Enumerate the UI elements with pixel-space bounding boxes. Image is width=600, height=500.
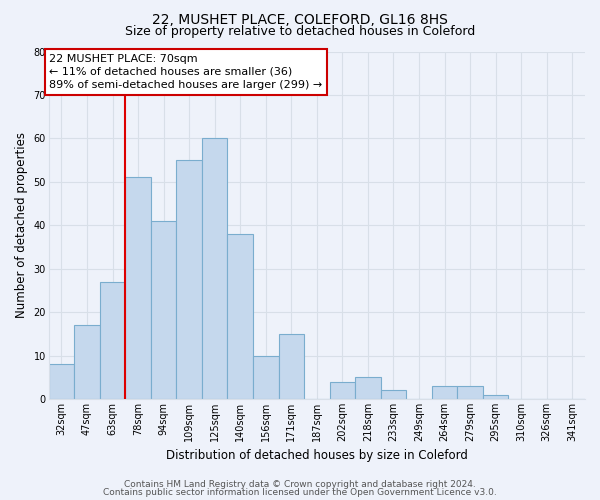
Bar xyxy=(483,394,508,399)
Text: 22 MUSHET PLACE: 70sqm
← 11% of detached houses are smaller (36)
89% of semi-det: 22 MUSHET PLACE: 70sqm ← 11% of detached… xyxy=(49,54,322,90)
Bar xyxy=(151,221,176,399)
Bar xyxy=(202,138,227,399)
Text: Contains HM Land Registry data © Crown copyright and database right 2024.: Contains HM Land Registry data © Crown c… xyxy=(124,480,476,489)
Bar xyxy=(49,364,74,399)
Bar xyxy=(457,386,483,399)
X-axis label: Distribution of detached houses by size in Coleford: Distribution of detached houses by size … xyxy=(166,450,468,462)
Bar xyxy=(278,334,304,399)
Bar xyxy=(253,356,278,399)
Bar xyxy=(176,160,202,399)
Bar xyxy=(329,382,355,399)
Text: Contains public sector information licensed under the Open Government Licence v3: Contains public sector information licen… xyxy=(103,488,497,497)
Bar xyxy=(432,386,457,399)
Text: 22, MUSHET PLACE, COLEFORD, GL16 8HS: 22, MUSHET PLACE, COLEFORD, GL16 8HS xyxy=(152,12,448,26)
Bar xyxy=(227,234,253,399)
Bar xyxy=(125,178,151,399)
Bar xyxy=(380,390,406,399)
Bar xyxy=(355,378,380,399)
Bar xyxy=(100,282,125,399)
Bar xyxy=(74,325,100,399)
Text: Size of property relative to detached houses in Coleford: Size of property relative to detached ho… xyxy=(125,25,475,38)
Y-axis label: Number of detached properties: Number of detached properties xyxy=(15,132,28,318)
